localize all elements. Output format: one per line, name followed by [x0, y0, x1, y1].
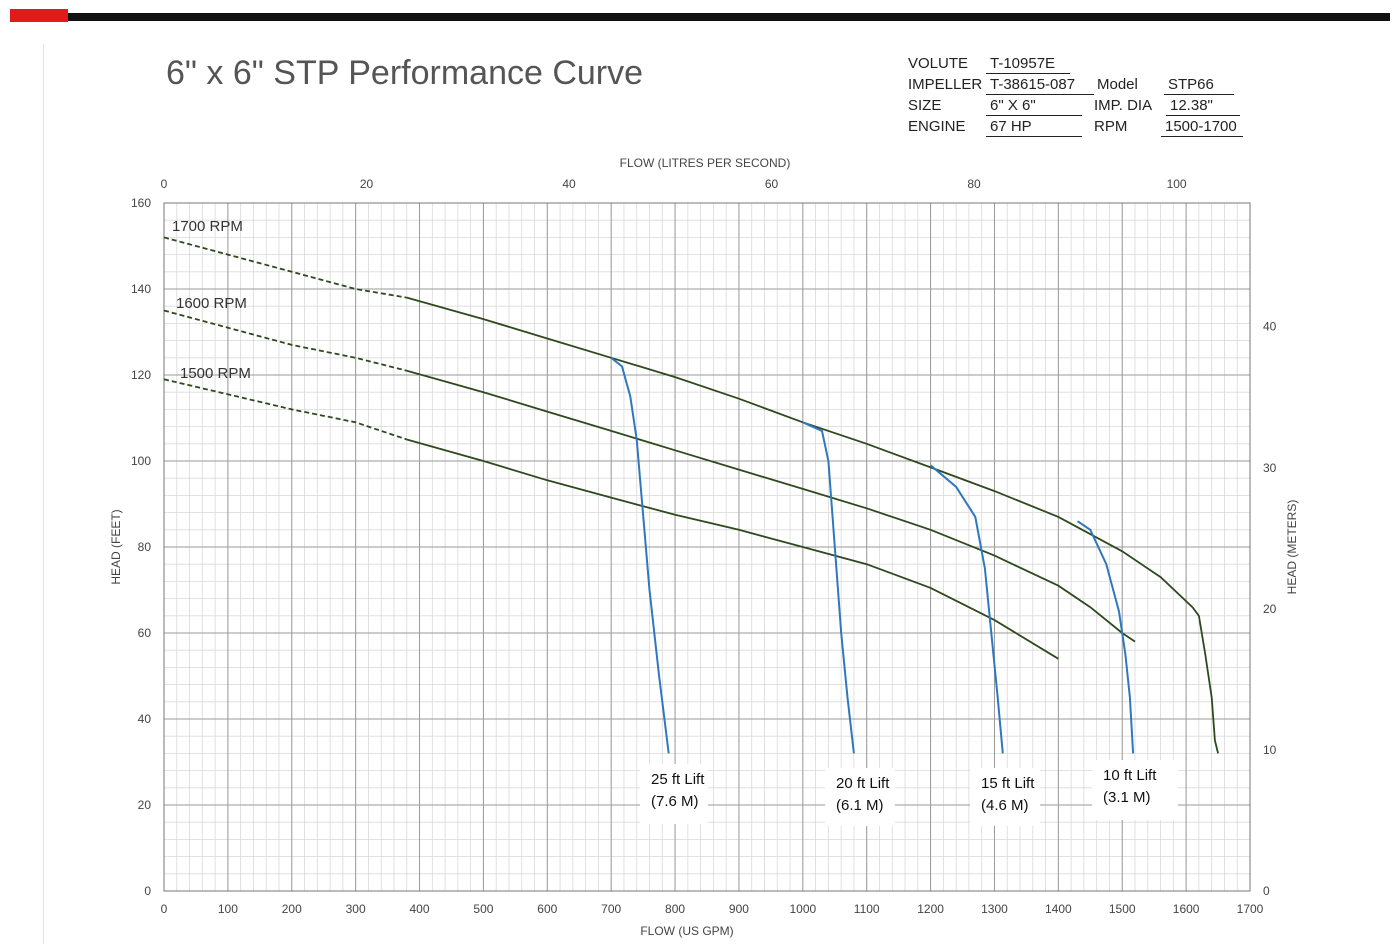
y-tick-label: 160 [131, 196, 151, 210]
x-tick-label: 300 [346, 902, 366, 916]
y-tick-label: 60 [138, 626, 152, 640]
1600-rpm-solid-line [406, 369, 1136, 643]
10-ft-lift-label-box [1092, 760, 1178, 820]
x-tick-label: 1200 [917, 902, 944, 916]
10-ft-lift-line [1076, 520, 1135, 754]
x2-tick-label: 60 [765, 177, 779, 191]
spec-block: VOLUTE T-10957E IMPELLER T-38615-087 Mod… [908, 55, 1268, 145]
15-ft-lift-line [929, 464, 1004, 754]
1500-rpm-label: 1500 RPM [180, 365, 251, 382]
left-margin-line [43, 44, 44, 944]
15-ft-lift-sub-label: (4.6 M) [981, 797, 1029, 814]
x-tick-label: 700 [601, 902, 621, 916]
engine-value: 67 HP [986, 118, 1082, 137]
x-tick-label: 0 [161, 902, 168, 916]
y-tick-label: 120 [131, 368, 151, 382]
15-ft-lift-label: 15 ft Lift [981, 775, 1035, 792]
x-tick-label: 1300 [981, 902, 1008, 916]
x-tick-label: 900 [729, 902, 749, 916]
25-ft-lift-label: 25 ft Lift [651, 771, 705, 788]
y-tick-label: 40 [138, 712, 152, 726]
x2-tick-label: 0 [161, 177, 168, 191]
x-tick-label: 1000 [789, 902, 816, 916]
size-label: SIZE [908, 97, 942, 114]
1500-rpm-solid-line [406, 438, 1059, 660]
x-axis-title: FLOW (US GPM) [640, 924, 733, 938]
20-ft-lift-line [802, 421, 855, 754]
impeller-value: T-38615-087 [986, 76, 1094, 95]
chart-axes: 0 100 200 300 400 500 600 700 800 900 1000 1100 1200… [109, 156, 1299, 938]
1700-rpm-label: 1700 RPM [172, 218, 243, 235]
volute-value: T-10957E [986, 55, 1070, 74]
1600-rpm-dashed-line [163, 309, 408, 372]
y-tick-label: 80 [138, 540, 152, 554]
25-ft-lift-line [610, 357, 670, 754]
x-tick-label: 800 [665, 902, 685, 916]
rpm-value: 1500-1700 [1161, 118, 1243, 137]
y2-tick-label: 10 [1263, 743, 1277, 757]
y-tick-label: 20 [138, 798, 152, 812]
y2-tick-label: 0 [1263, 884, 1270, 898]
y2-axis-title: HEAD (METERS) [1285, 500, 1299, 595]
x-tick-label: 1600 [1173, 902, 1200, 916]
x-tick-label: 100 [218, 902, 238, 916]
y2-tick-label: 30 [1263, 461, 1277, 475]
x-tick-label: 1400 [1045, 902, 1072, 916]
x-tick-label: 1700 [1237, 902, 1264, 916]
y-tick-label: 100 [131, 454, 151, 468]
impdia-value: 12.38" [1166, 97, 1240, 116]
rpm-label: RPM [1094, 118, 1128, 135]
x-tick-label: 1100 [854, 902, 880, 916]
y2-tick-label: 40 [1263, 320, 1277, 334]
model-label: Model [1097, 76, 1138, 93]
y-tick-label: 140 [131, 282, 151, 296]
volute-label: VOLUTE [908, 55, 969, 72]
1700-rpm-dashed-line [163, 236, 407, 299]
x2-tick-label: 100 [1167, 177, 1187, 191]
x-tick-label: 1500 [1109, 902, 1136, 916]
10-ft-lift-label: 10 ft Lift [1103, 767, 1157, 784]
1500-rpm-dashed-line [163, 378, 408, 441]
15-ft-lift-label-box [970, 768, 1040, 826]
20-ft-lift-sub-label: (6.1 M) [836, 797, 884, 814]
25-ft-lift-sub-label: (7.6 M) [651, 793, 699, 810]
x2-tick-label: 80 [967, 177, 981, 191]
plot-frame [163, 202, 1251, 892]
20-ft-lift-label-box [825, 768, 895, 826]
x2-tick-label: 40 [562, 177, 576, 191]
header-rule [68, 13, 1390, 21]
25-ft-lift-label-box [640, 764, 708, 824]
x-tick-label: 400 [410, 902, 430, 916]
impeller-label: IMPELLER [908, 76, 983, 93]
y-tick-label: 0 [144, 884, 151, 898]
page-title: 6" x 6" STP Performance Curve [166, 54, 644, 92]
20-ft-lift-label: 20 ft Lift [836, 775, 890, 792]
x2-axis-title: FLOW (LITRES PER SECOND) [620, 156, 791, 170]
engine-label: ENGINE [908, 118, 966, 135]
y-axis-title: HEAD (FEET) [109, 509, 123, 584]
brand-red-bar [10, 9, 68, 22]
10-ft-lift-sub-label: (3.1 M) [1103, 789, 1151, 806]
chart-curves [163, 236, 1219, 754]
1600-rpm-label: 1600 RPM [176, 295, 247, 312]
x-tick-label: 200 [282, 902, 302, 916]
size-value: 6" X 6" [986, 97, 1082, 116]
x-tick-label: 500 [473, 902, 493, 916]
x2-tick-label: 20 [360, 177, 374, 191]
x-tick-label: 600 [537, 902, 557, 916]
y2-tick-label: 20 [1263, 602, 1277, 616]
model-value: STP66 [1164, 76, 1234, 95]
impdia-label: IMP. DIA [1094, 97, 1153, 114]
chart-labels: 1700 RPM 1600 RPM 1500 RPM 25 ft Lift (7.6 M… [172, 218, 1178, 826]
